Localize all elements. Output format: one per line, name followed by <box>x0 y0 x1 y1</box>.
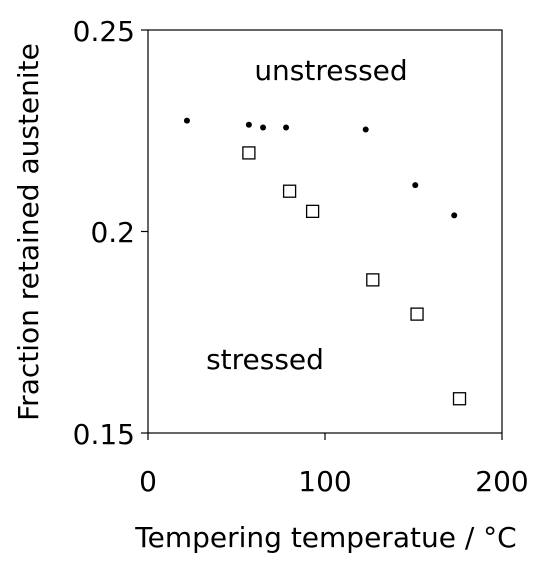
y-axis-label: Fraction retained austenite <box>12 43 45 421</box>
data-point-unstressed-0 <box>183 117 190 124</box>
data-point-stressed-1 <box>282 184 297 198</box>
x-tick-label-100: 100 <box>298 465 351 498</box>
data-point-stressed-2 <box>305 204 320 219</box>
y-tick-label-0.15: 0.15 <box>73 418 135 451</box>
data-point-unstressed-3 <box>283 124 290 131</box>
x-tick-label-0: 0 <box>139 465 157 498</box>
data-point-unstressed-5 <box>412 182 419 189</box>
plot-frame <box>147 29 503 434</box>
y-tick-label-0.2: 0.2 <box>90 216 135 249</box>
data-point-unstressed-2 <box>260 124 267 131</box>
data-marks <box>183 117 467 406</box>
data-point-unstressed-4 <box>362 126 369 133</box>
y-tick-label-0.25: 0.25 <box>73 15 135 48</box>
data-point-stressed-3 <box>366 273 380 287</box>
x-tick-label-200: 200 <box>475 465 528 498</box>
annotation-stressed: stressed <box>206 343 324 376</box>
data-point-stressed-5 <box>452 392 467 406</box>
annotation-unstressed: unstressed <box>254 54 407 87</box>
x-axis-label: Tempering temperatue / °C <box>134 521 516 554</box>
data-point-stressed-4 <box>410 307 424 321</box>
data-point-unstressed-6 <box>451 212 458 219</box>
data-point-unstressed-1 <box>245 121 252 128</box>
data-point-stressed-0 <box>242 146 256 160</box>
